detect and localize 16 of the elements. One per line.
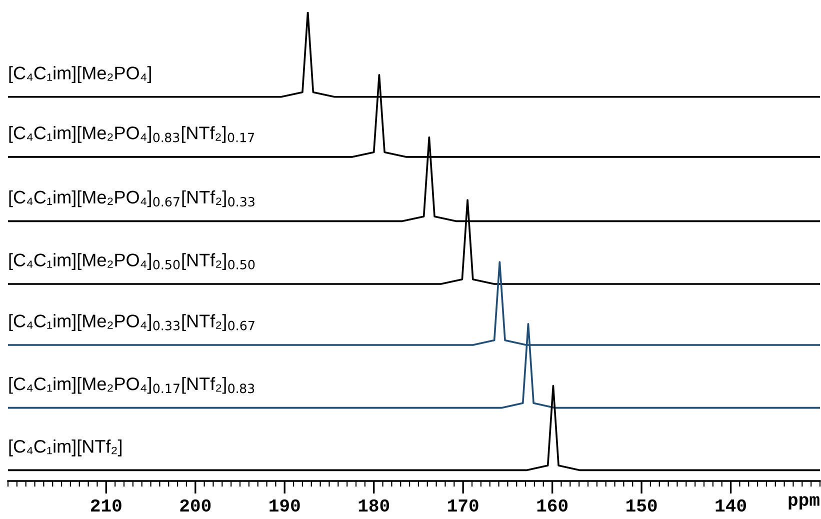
x-tick-label: 160 [537, 499, 568, 512]
x-axis-title: ppm [788, 496, 820, 510]
series-label: [C₄C₁im][Me₂PO₄]$_{0.17}$[NTf₂]$_{0.83}$ [9, 376, 254, 394]
series-label: [C₄C₁im][Me₂PO₄] [9, 66, 151, 83]
series-label: [C₄C₁im][Me₂PO₄]$_{0.50}$[NTf₂]$_{0.50}$ [9, 253, 255, 270]
series-label: [C₄C₁im][Me₂PO₄]$_{0.83}$[NTf₂]$_{0.17}$ [9, 126, 254, 143]
series-label: [C₄C₁im][Me₂PO₄]$_{0.67}$[NTf₂]$_{0.33}$ [9, 190, 254, 208]
x-tick-label: 140 [716, 499, 746, 512]
x-tick-label: 190 [270, 499, 300, 512]
series-label: [C₄C₁im][Me₂PO₄]$_{0.33}$[NTf₂]$_{0.67}$ [9, 314, 254, 331]
x-tick-label: 200 [180, 499, 211, 512]
x-tick-label: 180 [358, 499, 390, 512]
x-tick-label: 210 [90, 499, 122, 512]
x-tick-label: 150 [626, 499, 657, 512]
series-label: [C₄C₁im][NTf₂] [9, 439, 122, 456]
x-tick-label: 170 [448, 499, 478, 512]
